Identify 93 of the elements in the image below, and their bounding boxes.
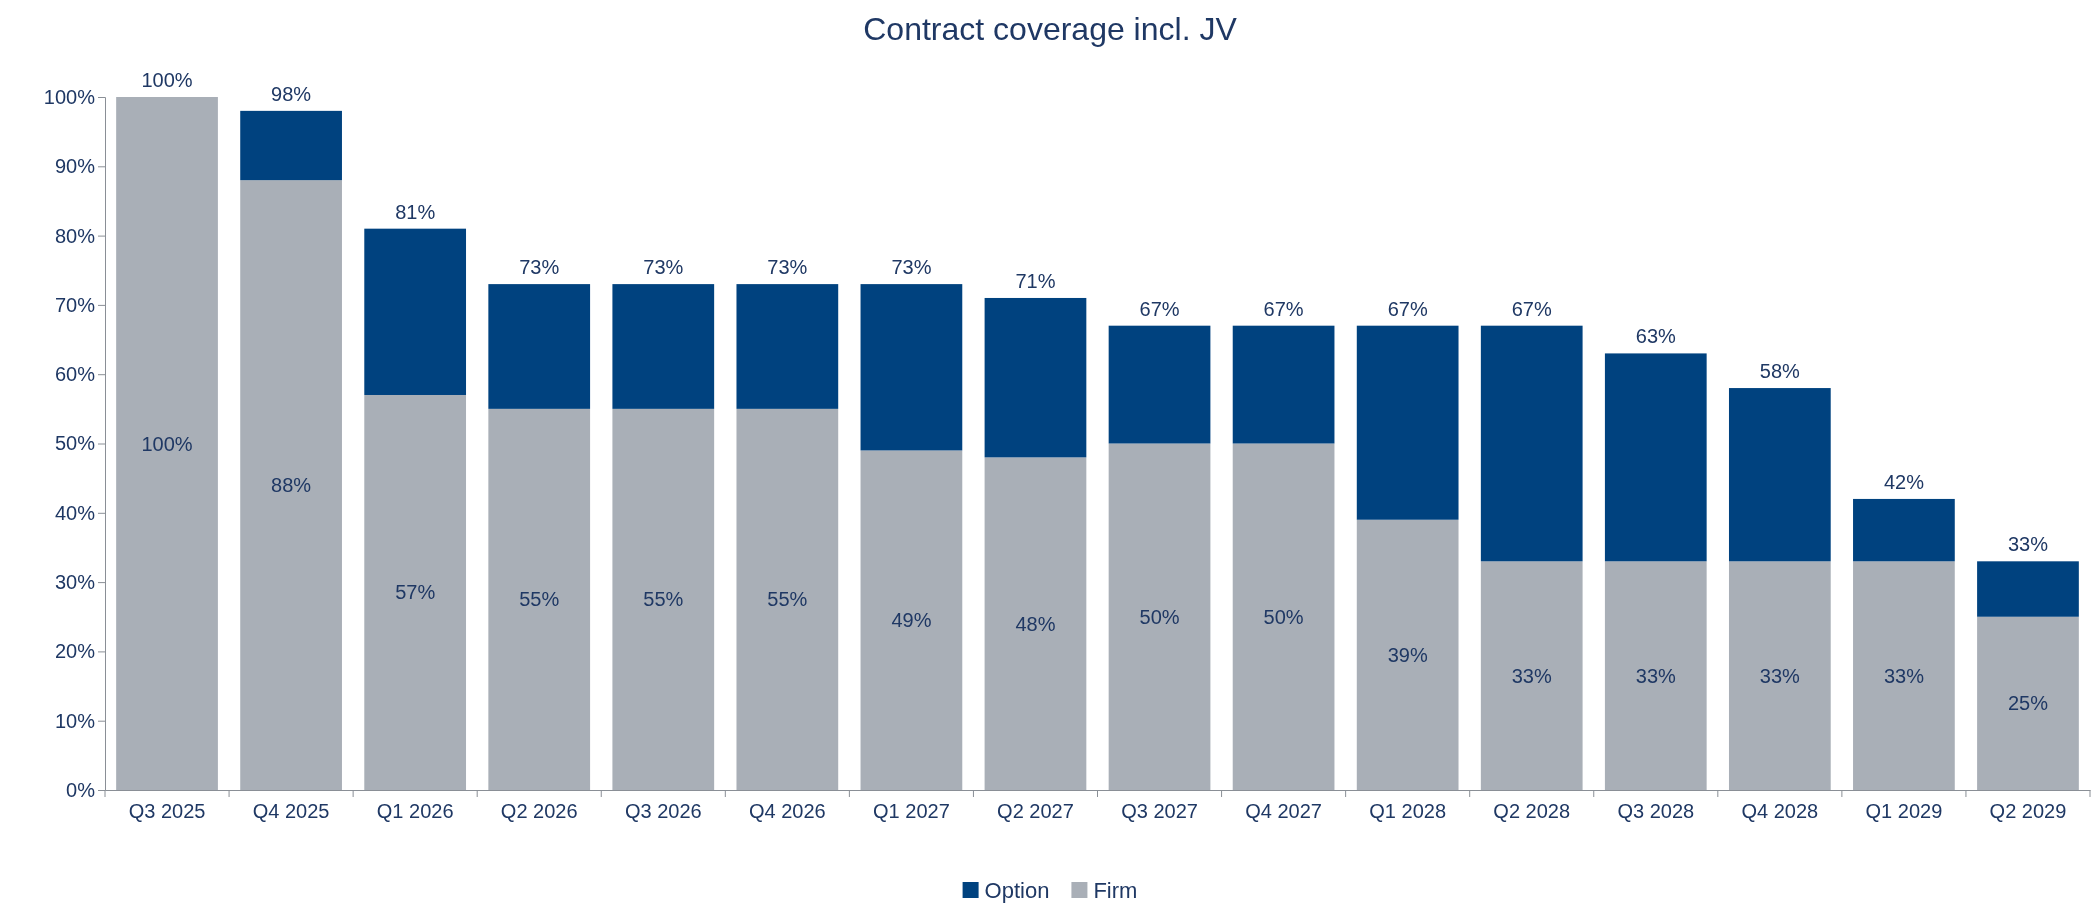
total-label: 67% [1263,297,1304,320]
data-label: 33% [1635,664,1677,687]
y-tick-label: 70% [54,293,96,316]
y-tick-label: 50% [54,432,96,455]
bar [984,297,1087,458]
bar [1977,561,2079,617]
bar [1356,325,1459,520]
bar [984,457,1087,790]
data-label: 33% [1511,664,1552,687]
data-label: 55% [643,588,684,611]
legend-label: Option [984,878,1050,903]
bar [1480,325,1583,562]
y-tick-label: 40% [54,501,96,524]
bar [1853,498,1955,562]
bar [364,228,467,395]
bar [1232,443,1335,790]
bar [240,180,342,790]
bar [860,284,963,451]
x-tick-label: Q4 2028 [1741,800,1819,823]
total-label: 73% [643,256,684,279]
bar [488,284,591,409]
y-tick-label: 10% [54,709,96,732]
x-tick-label: Q1 2029 [1865,800,1943,823]
bar [1977,616,2079,790]
data-label: 50% [1139,605,1180,628]
bar [1480,561,1583,790]
bar [1108,443,1211,790]
data-label: 88% [271,474,312,497]
total-label: 33% [2007,533,2049,556]
total-label: 67% [1139,297,1180,320]
total-label: 73% [891,256,932,279]
bar [736,284,839,409]
x-tick-label: Q2 2029 [1989,800,2067,823]
bar [116,97,218,790]
x-tick-label: Q3 2028 [1617,800,1695,823]
bar [860,450,963,790]
chart-title: Contract coverage incl. JV [863,11,1238,47]
x-tick-label: Q1 2026 [376,800,454,823]
x-tick-label: Q4 2027 [1245,800,1322,823]
x-tick-label: Q2 2027 [997,800,1074,823]
bar [364,394,467,790]
bar [488,408,591,790]
total-label: 73% [519,256,560,279]
data-label: 25% [2007,692,2049,715]
y-tick-label: 0% [66,778,96,801]
bar [612,408,715,790]
x-tick-label: Q4 2025 [252,800,330,823]
total-label: 73% [767,256,808,279]
y-tick-label: 20% [54,640,96,663]
bar [1108,325,1211,444]
bar [612,284,715,409]
data-label: 50% [1263,605,1304,628]
legend-label: Firm [1093,878,1138,903]
data-label: 57% [395,581,436,604]
bar [1728,561,1831,790]
data-label: 33% [1759,664,1801,687]
bar [1604,561,1707,790]
y-tick-label: 80% [54,224,96,247]
data-label: 55% [767,588,808,611]
y-tick-label: 60% [54,363,96,386]
y-tick-label: 90% [54,155,96,178]
total-label: 100% [141,69,193,91]
x-tick-label: Q4 2026 [748,800,826,823]
bar [1728,388,1831,562]
y-tick-label: 30% [54,571,96,593]
total-label: 67% [1387,297,1428,320]
bar [1604,353,1707,562]
data-label: 55% [519,588,560,611]
data-label: 33% [1883,664,1925,687]
bar [240,110,342,181]
x-tick-label: Q2 2026 [500,800,578,823]
data-label: 100% [141,432,193,455]
data-label: 49% [891,609,932,632]
data-label: 39% [1387,643,1428,666]
x-tick-label: Q1 2027 [873,800,950,823]
data-label: 48% [1015,612,1056,635]
bar [736,408,839,790]
total-label: 98% [271,82,312,105]
x-tick-label: Q3 2025 [128,800,206,823]
bar [1232,325,1335,444]
x-tick-label: Q2 2028 [1493,800,1571,823]
total-label: 58% [1759,360,1801,383]
bar [1356,519,1459,790]
total-label: 71% [1015,269,1056,292]
x-tick-label: Q3 2026 [624,800,702,823]
total-label: 42% [1883,470,1925,493]
total-label: 67% [1511,297,1552,320]
x-tick-label: Q3 2027 [1121,800,1198,823]
y-tick-label: 100% [43,85,96,108]
x-tick-label: Q1 2028 [1369,800,1447,823]
total-label: 63% [1635,325,1677,348]
total-label: 81% [395,200,436,223]
bar [1853,561,1955,790]
